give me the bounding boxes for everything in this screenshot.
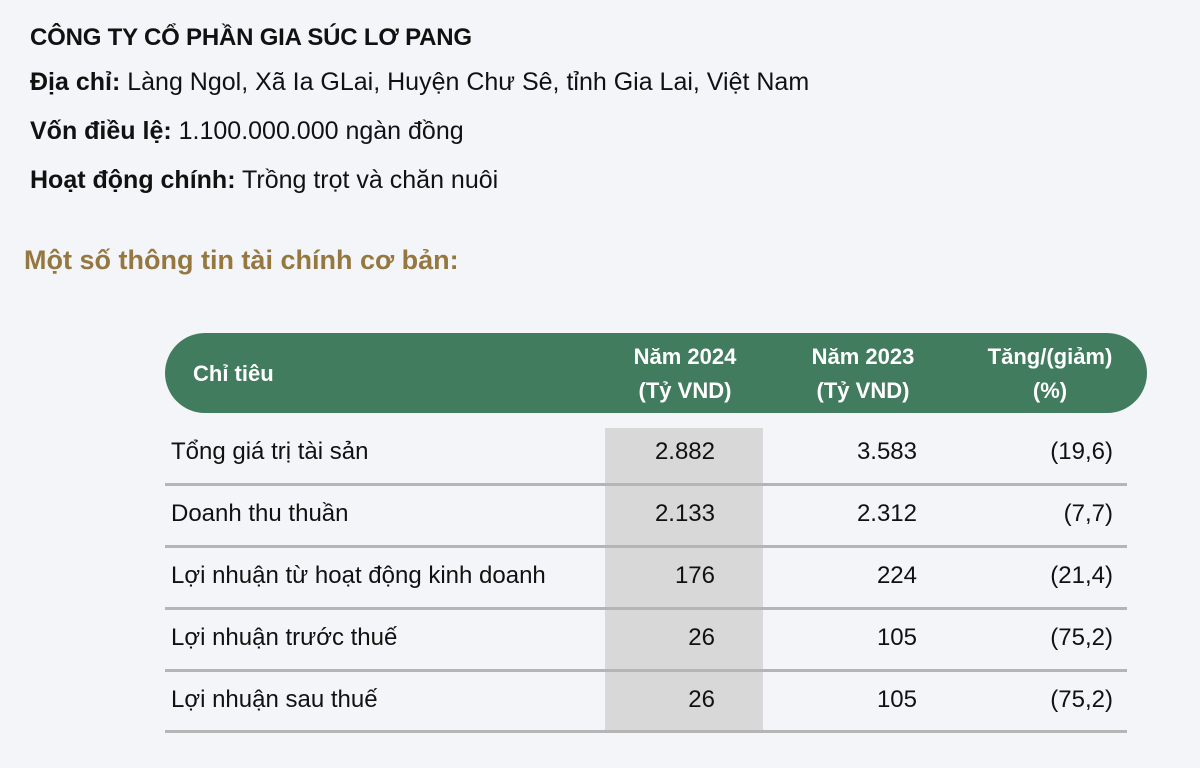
row-divider xyxy=(165,669,1127,672)
header-indicator: Chỉ tiêu xyxy=(193,361,274,386)
header-change: Tăng/(giảm) (%) xyxy=(960,340,1140,408)
header-change-unit: (%) xyxy=(1032,378,1068,403)
row-label: Tổng giá trị tài sản xyxy=(171,438,369,465)
company-name: CÔNG TY CỔ PHẦN GIA SÚC LƠ PANG xyxy=(30,24,472,51)
table-row: Lợi nhuận sau thuế 26 105 (75,2) xyxy=(165,676,1127,738)
row-value-change: (19,6) xyxy=(1050,438,1113,465)
row-label: Lợi nhuận trước thuế xyxy=(171,624,398,651)
row-value-2023: 2.312 xyxy=(856,500,917,527)
activity-line: Hoạt động chính: Trồng trọt và chăn nuôi xyxy=(30,156,809,205)
row-value-2024: 2.882 xyxy=(654,438,715,465)
row-divider xyxy=(165,607,1127,610)
row-value-2023: 3.583 xyxy=(856,438,917,465)
row-value-2023: 105 xyxy=(876,686,917,713)
row-value-2023: 224 xyxy=(876,562,917,589)
capital-label: Vốn điều lệ: xyxy=(30,117,172,145)
header-2024: Năm 2024 (Tỷ VND) xyxy=(605,340,765,408)
row-value-2023: 105 xyxy=(876,624,917,651)
row-value-2024: 2.133 xyxy=(654,500,715,527)
row-value-change: (21,4) xyxy=(1050,562,1113,589)
header-2024-unit: (Tỷ VND) xyxy=(638,378,732,403)
company-info: CÔNG TY CỔ PHẦN GIA SÚC LƠ PANG Địa chỉ:… xyxy=(30,14,809,205)
address-label: Địa chỉ: xyxy=(30,68,121,96)
table-row: Tổng giá trị tài sản 2.882 3.583 (19,6) xyxy=(165,428,1127,490)
table-header: Chỉ tiêu Năm 2024 (Tỷ VND) Năm 2023 (Tỷ … xyxy=(165,333,1147,413)
section-title: Một số thông tin tài chính cơ bản: xyxy=(24,245,459,275)
capital-value: 1.100.000.000 ngàn đồng xyxy=(171,117,464,145)
capital-line: Vốn điều lệ: 1.100.000.000 ngàn đồng xyxy=(30,107,809,156)
row-divider xyxy=(165,730,1127,733)
row-value-change: (7,7) xyxy=(1063,500,1113,527)
row-value-change: (75,2) xyxy=(1050,686,1113,713)
table-row: Lợi nhuận trước thuế 26 105 (75,2) xyxy=(165,614,1127,676)
row-divider xyxy=(165,545,1127,548)
header-2023-title: Năm 2023 xyxy=(811,344,915,369)
address-value: Làng Ngol, Xã Ia GLai, Huyện Chư Sê, tỉn… xyxy=(120,68,810,96)
highlight-column-2024 xyxy=(605,428,763,731)
row-value-2024: 26 xyxy=(688,624,715,651)
activity-label: Hoạt động chính: xyxy=(30,166,236,194)
row-label: Doanh thu thuần xyxy=(171,500,349,527)
row-divider xyxy=(165,483,1127,486)
table-row: Doanh thu thuần 2.133 2.312 (7,7) xyxy=(165,490,1127,552)
table-row: Lợi nhuận từ hoạt động kinh doanh 176 22… xyxy=(165,552,1127,614)
address-line: Địa chỉ: Làng Ngol, Xã Ia GLai, Huyện Ch… xyxy=(30,58,809,107)
activity-value: Trồng trọt và chăn nuôi xyxy=(235,166,499,194)
row-label: Lợi nhuận từ hoạt động kinh doanh xyxy=(171,562,546,589)
header-change-title: Tăng/(giảm) xyxy=(987,344,1113,369)
header-2024-title: Năm 2024 xyxy=(633,344,737,369)
row-value-2024: 26 xyxy=(688,686,715,713)
row-value-2024: 176 xyxy=(674,562,715,589)
row-label: Lợi nhuận sau thuế xyxy=(171,686,378,713)
header-2023-unit: (Tỷ VND) xyxy=(816,378,910,403)
row-value-change: (75,2) xyxy=(1050,624,1113,651)
header-2023: Năm 2023 (Tỷ VND) xyxy=(783,340,943,408)
